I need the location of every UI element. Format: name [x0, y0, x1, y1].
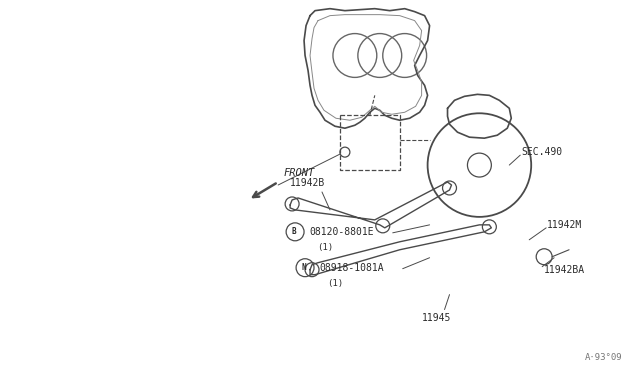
Text: 11942BA: 11942BA — [544, 265, 586, 275]
Text: FRONT: FRONT — [283, 168, 314, 178]
Text: 11942M: 11942M — [547, 220, 582, 230]
Text: 11942B: 11942B — [290, 178, 325, 188]
Text: 08918-1081A: 08918-1081A — [319, 263, 383, 273]
Text: A·93°09: A·93°09 — [585, 353, 623, 362]
Text: N: N — [301, 263, 307, 272]
Text: SEC.490: SEC.490 — [521, 147, 563, 157]
Text: 11945: 11945 — [422, 312, 451, 323]
Text: 08120-8801E: 08120-8801E — [309, 227, 374, 237]
Text: (1): (1) — [327, 279, 343, 288]
Text: (1): (1) — [317, 243, 333, 252]
Text: B: B — [292, 227, 296, 236]
